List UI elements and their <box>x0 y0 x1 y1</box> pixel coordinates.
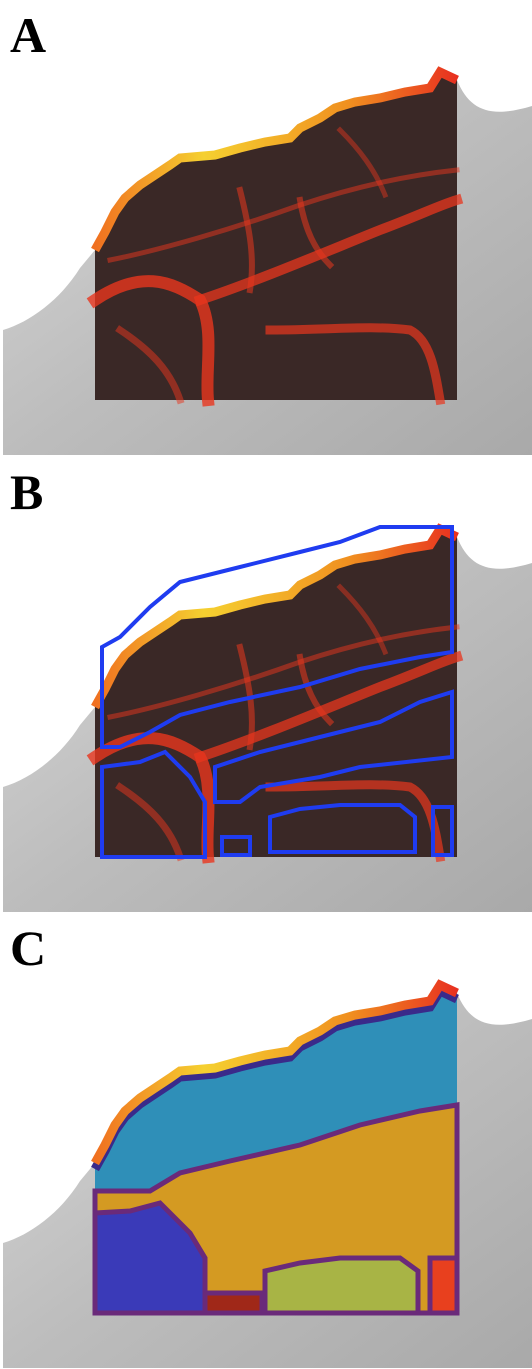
panel-label: C <box>10 920 46 976</box>
panel-c: C <box>0 913 532 1369</box>
panel-label: A <box>10 7 46 63</box>
figure: {"panels": [{"label": "A"}, {"label": "B… <box>0 0 532 1369</box>
panel-b: B <box>0 457 532 913</box>
panel-a: A <box>0 0 532 457</box>
panel-label: B <box>10 464 43 520</box>
